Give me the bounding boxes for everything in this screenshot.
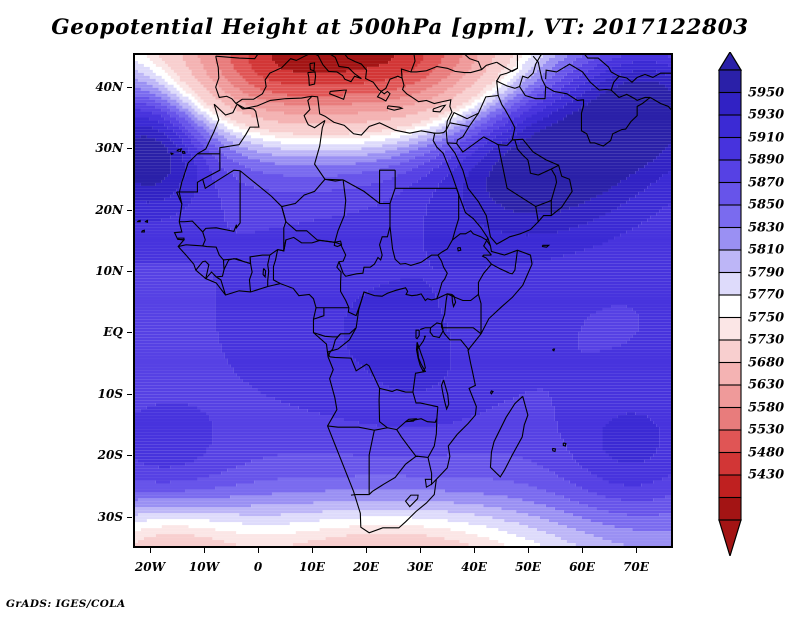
colorbar-tick-label: 5730 [748,332,785,348]
y-tick [127,87,132,88]
y-tick [127,271,132,272]
y-axis-label: EQ [103,325,123,339]
colorbar-band [718,136,742,161]
colorbar-tick-label: 5930 [748,107,785,123]
colorbar-band [718,271,742,296]
colorbar-band [718,114,742,139]
x-axis-label: 30E [407,560,433,574]
y-tick [127,332,132,333]
y-tick [127,517,132,518]
colorbar-tick-label: 5950 [748,85,785,100]
colorbar-band [718,384,742,409]
y-axis-label: 20S [97,448,123,462]
colorbar-band [718,361,742,386]
colorbar [718,52,742,556]
colorbar-band [718,339,742,364]
y-tick [127,455,132,456]
x-tick [258,548,259,553]
x-axis-label: 50E [515,560,541,574]
colorbar-tick-label: 5750 [748,310,785,325]
x-axis-label: 40E [461,560,487,574]
x-tick [528,548,529,553]
geopotential-height-field [135,55,671,546]
colorbar-band [718,159,742,184]
colorbar-tick-label: 5850 [748,197,785,213]
colorbar-band [718,181,742,206]
colorbar-tick-label: 5910 [748,130,785,145]
colorbar-tick-label: 5770 [748,287,785,303]
colorbar-band [718,406,742,431]
colorbar-tick-label: 5810 [748,242,785,258]
colorbar-band [718,249,742,274]
colorbar-band [718,451,742,476]
x-axis-label: 70E [623,560,649,574]
colorbar-extend-max-arrow [718,52,742,71]
colorbar-band [718,496,742,521]
colorbar-extend-min-arrow [718,519,742,556]
y-axis-label: 40N [95,80,123,94]
x-axis-label: 10W [188,560,220,574]
y-axis-label: 30S [97,510,123,524]
y-axis-label: 20N [95,203,123,217]
x-axis-label: 20E [353,560,379,574]
colorbar-tick-label: 5830 [748,220,785,235]
colorbar-band [718,429,742,454]
colorbar-band [718,474,742,499]
x-tick [204,548,205,553]
colorbar-tick-label: 5430 [748,467,785,483]
x-tick [582,548,583,553]
colorbar-tick-label: 5870 [748,175,785,190]
map-plot-area [133,53,673,548]
y-tick [127,394,132,395]
x-tick [636,548,637,553]
x-axis-label: 10E [299,560,325,574]
x-axis-label: 20W [134,560,166,574]
x-axis-label: 60E [569,560,595,574]
colorbar-band [718,226,742,251]
colorbar-tick-label: 5790 [748,265,785,280]
y-axis-label: 30N [95,141,123,155]
y-axis-label: 10N [95,264,123,278]
colorbar-band [718,204,742,229]
colorbar-tick-label: 5680 [748,355,785,370]
x-tick [312,548,313,553]
colorbar-tick-label: 5890 [748,152,785,168]
y-tick [127,148,132,149]
colorbar-tick-label: 5530 [748,422,785,438]
y-axis-label: 10S [97,387,123,401]
colorbar-band [718,91,742,116]
colorbar-band [718,316,742,341]
x-tick [366,548,367,553]
x-tick [474,548,475,553]
credit-text: GrADS: IGES/COLA [6,598,126,610]
colorbar-tick-label: 5630 [748,377,785,393]
page-title: Geopotential Height at 500hPa [gpm], VT:… [51,15,749,40]
colorbar-tick-label: 5580 [748,400,785,415]
colorbar-band [718,69,742,94]
colorbar-tick-label: 5480 [748,445,785,460]
x-tick [150,548,151,553]
x-axis-label: 0 [253,560,263,574]
x-tick [420,548,421,553]
colorbar-swatches [718,52,742,556]
y-tick [127,210,132,211]
colorbar-band [718,294,742,319]
